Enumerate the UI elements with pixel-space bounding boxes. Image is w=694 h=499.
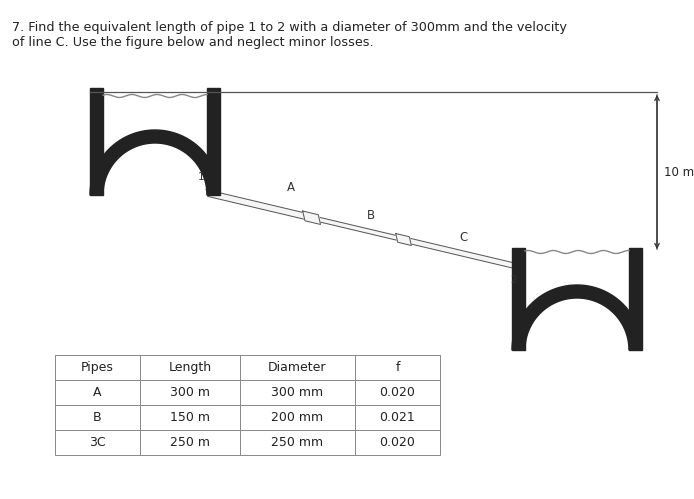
Text: Length: Length xyxy=(169,361,212,374)
Text: A: A xyxy=(93,386,102,399)
Text: 300 m: 300 m xyxy=(170,386,210,399)
Bar xyxy=(140,380,240,405)
Polygon shape xyxy=(207,88,220,195)
Bar xyxy=(55,405,140,430)
Polygon shape xyxy=(629,248,642,350)
Bar xyxy=(355,355,440,380)
Polygon shape xyxy=(90,88,103,195)
Text: 150 m: 150 m xyxy=(170,411,210,424)
Bar xyxy=(55,355,140,380)
Text: f: f xyxy=(396,361,400,374)
Text: A: A xyxy=(287,181,295,194)
Text: 0.020: 0.020 xyxy=(380,386,416,399)
Polygon shape xyxy=(512,248,525,350)
Text: 1: 1 xyxy=(198,172,204,182)
Bar xyxy=(55,430,140,455)
Text: 0.021: 0.021 xyxy=(380,411,416,424)
Polygon shape xyxy=(303,211,321,225)
Bar xyxy=(355,405,440,430)
Text: 300 mm: 300 mm xyxy=(271,386,323,399)
Polygon shape xyxy=(512,285,642,350)
Bar xyxy=(355,380,440,405)
Text: 0.020: 0.020 xyxy=(380,436,416,449)
Polygon shape xyxy=(403,237,525,271)
Bar xyxy=(140,405,240,430)
Polygon shape xyxy=(396,234,412,246)
Bar xyxy=(55,380,140,405)
Text: B: B xyxy=(367,209,375,222)
Text: Diameter: Diameter xyxy=(269,361,327,374)
Text: C: C xyxy=(459,231,467,244)
Text: of line C. Use the figure below and neglect minor losses.: of line C. Use the figure below and negl… xyxy=(12,36,373,49)
Text: B: B xyxy=(93,411,102,424)
Text: 200 mm: 200 mm xyxy=(271,411,323,424)
Text: 250 m: 250 m xyxy=(170,436,210,449)
Polygon shape xyxy=(206,190,312,221)
Polygon shape xyxy=(90,130,220,195)
Text: 7. Find the equivalent length of pipe 1 to 2 with a diameter of 300mm and the ve: 7. Find the equivalent length of pipe 1 … xyxy=(12,21,567,34)
Polygon shape xyxy=(311,215,404,242)
Text: 250 mm: 250 mm xyxy=(271,436,323,449)
Bar xyxy=(140,430,240,455)
Bar xyxy=(140,355,240,380)
Text: 10 m: 10 m xyxy=(664,166,694,179)
Bar xyxy=(240,380,355,405)
Bar xyxy=(240,405,355,430)
Bar xyxy=(240,430,355,455)
Bar xyxy=(240,355,355,380)
Text: 2: 2 xyxy=(511,275,517,285)
Text: Pipes: Pipes xyxy=(81,361,114,374)
Bar xyxy=(355,430,440,455)
Text: 3C: 3C xyxy=(90,436,105,449)
